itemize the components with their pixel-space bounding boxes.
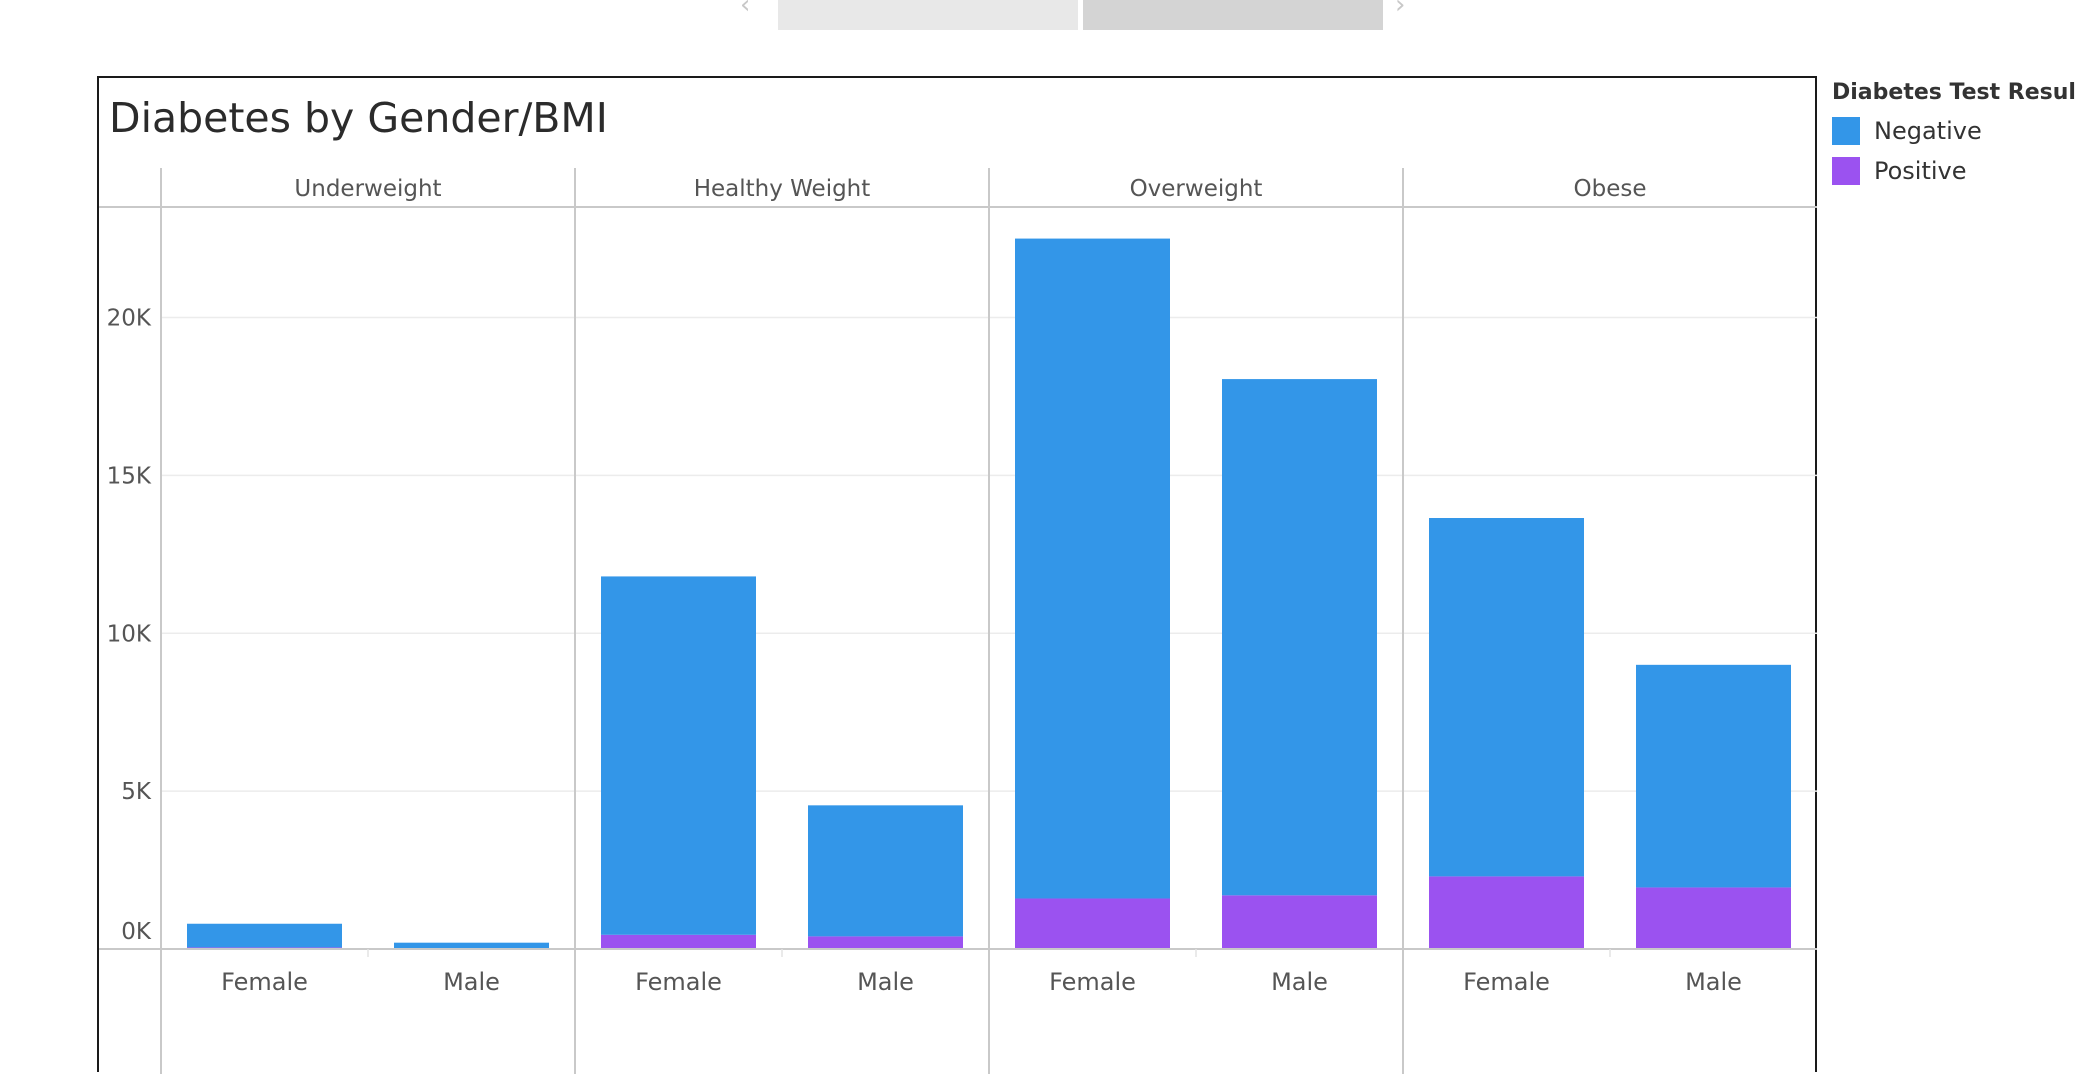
bar-negative — [1222, 379, 1377, 896]
y-tick-label: 10K — [107, 621, 152, 647]
bar-positive — [1222, 895, 1377, 949]
bar-chart: Underweight Healthy Weight Overweight Obese… — [99, 168, 1817, 1074]
legend: Diabetes Test Results Negative Positive — [1832, 80, 2076, 185]
story-navigator: ‹ › — [740, 0, 1420, 30]
bar-negative — [1015, 238, 1170, 899]
legend-swatch-positive — [1832, 157, 1860, 185]
x-tick-label: Female — [1049, 968, 1136, 996]
bar-negative — [187, 923, 342, 948]
x-tick-label: Male — [1685, 968, 1742, 996]
x-tick-label: Male — [443, 968, 500, 996]
bar-positive — [1636, 887, 1791, 949]
legend-title: Diabetes Test Results — [1832, 80, 2076, 105]
y-tick-label: 20K — [107, 306, 152, 332]
bar-negative — [394, 942, 549, 949]
legend-label: Positive — [1874, 157, 1967, 185]
bar-positive — [808, 936, 963, 949]
bar-positive — [601, 934, 756, 949]
y-tick-label: 5K — [121, 779, 152, 805]
legend-item-negative[interactable]: Negative — [1832, 117, 2072, 145]
bar-positive — [1015, 898, 1170, 949]
y-tick-label: 15K — [107, 463, 152, 489]
x-tick-label: Male — [1271, 968, 1328, 996]
chevron-right-icon[interactable]: › — [1395, 0, 1406, 20]
x-tick-label: Female — [1463, 968, 1550, 996]
legend-swatch-negative — [1832, 117, 1860, 145]
chart-title: Diabetes by Gender/BMI — [109, 94, 608, 142]
legend-item-positive[interactable]: Positive — [1832, 157, 2072, 185]
group-header-label: Obese — [1574, 176, 1647, 202]
bar-positive — [1429, 876, 1584, 949]
bar-negative — [808, 805, 963, 937]
bar-negative — [1429, 518, 1584, 877]
bar-negative — [601, 576, 756, 935]
story-point-tab-active[interactable] — [1083, 0, 1383, 30]
chart-panel: Diabetes by Gender/BMI Underweight Health… — [97, 76, 1817, 1074]
group-header-label: Underweight — [294, 176, 441, 202]
bar-negative — [1636, 664, 1791, 888]
chevron-left-icon[interactable]: ‹ — [740, 0, 751, 20]
x-tick-label: Female — [635, 968, 722, 996]
legend-label: Negative — [1874, 117, 1982, 145]
story-point-tab[interactable] — [778, 0, 1078, 30]
x-tick-label: Male — [857, 968, 914, 996]
group-header-label: Overweight — [1130, 176, 1263, 202]
x-tick-label: Female — [221, 968, 308, 996]
group-header-label: Healthy Weight — [694, 176, 871, 202]
y-tick-label: 0K — [121, 919, 152, 945]
